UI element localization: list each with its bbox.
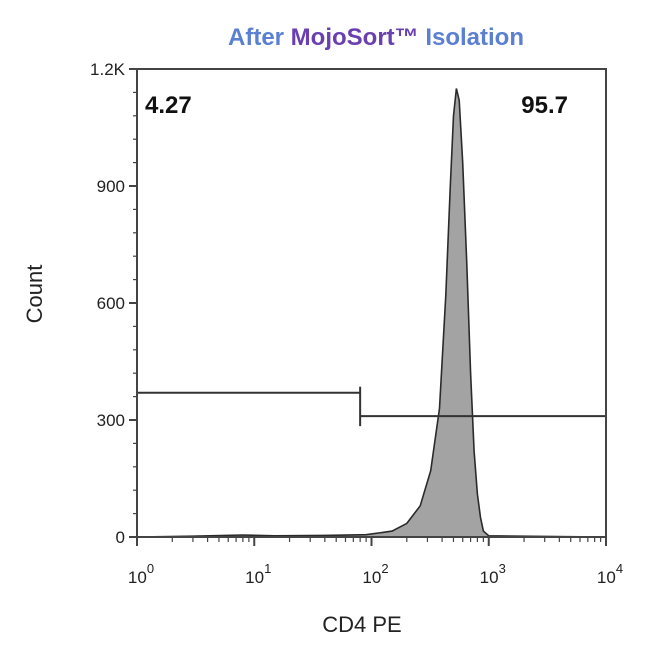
x-tick-exp-4: 4 — [616, 561, 623, 576]
x-tick-base-4: 10 — [597, 568, 616, 587]
gate-label-1: 95.7 — [521, 92, 568, 119]
y-tick-label-0: 0 — [116, 528, 125, 547]
x-tick-exp-1: 1 — [264, 561, 271, 576]
x-tick-exp-3: 3 — [499, 561, 506, 576]
title-part-0: After — [228, 24, 291, 51]
y-tick-label-1: 300 — [97, 411, 125, 430]
y-tick-label-4: 1.2K — [90, 60, 126, 79]
x-tick-label-0: 100 — [128, 561, 154, 587]
y-axis-label: Count — [22, 265, 47, 324]
y-tick-label-2: 600 — [97, 294, 125, 313]
x-tick-label-1: 101 — [245, 561, 271, 587]
x-tick-exp-2: 2 — [381, 561, 388, 576]
x-tick-base-2: 10 — [362, 568, 381, 587]
y-tick-label-3: 900 — [97, 177, 125, 196]
histogram-series-0 — [136, 88, 607, 538]
title-part-2: Isolation — [419, 24, 524, 51]
plot-area: 4.27 95.7 — [136, 88, 607, 538]
x-tick-label-3: 103 — [480, 561, 506, 587]
x-tick-label-2: 102 — [362, 561, 388, 587]
x-tick-label-4: 104 — [597, 561, 623, 587]
x-tick-base-0: 10 — [128, 568, 147, 587]
gate-label-0: 4.27 — [145, 92, 192, 119]
title-part-1: MojoSort™ — [291, 24, 419, 51]
x-tick-base-3: 10 — [480, 568, 499, 587]
x-axis-label: CD4 PE — [322, 612, 401, 637]
chart-title: After MojoSort™ Isolation — [228, 24, 524, 51]
plot-frame — [136, 68, 607, 538]
x-tick-exp-0: 0 — [147, 561, 154, 576]
x-tick-base-1: 10 — [245, 568, 264, 587]
